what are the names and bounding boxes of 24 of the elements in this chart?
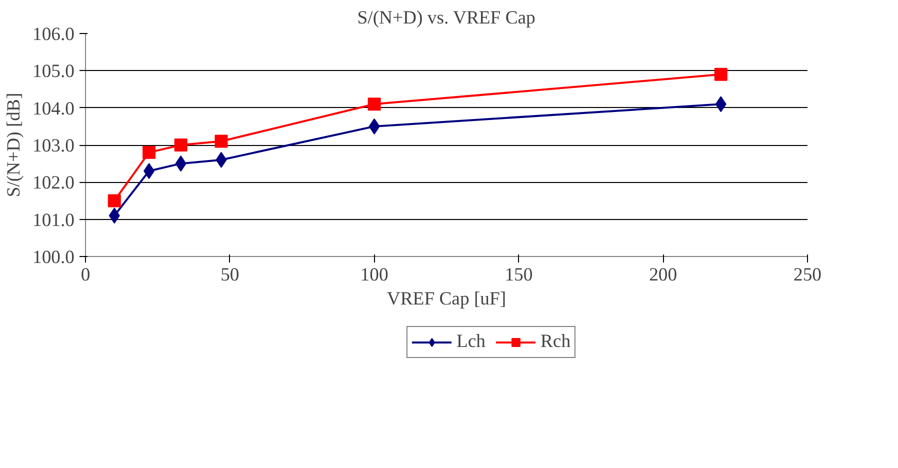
x-tick-label: 0 — [80, 264, 90, 286]
y-axis-title: S/(N+D) [dB] — [4, 92, 25, 198]
y-tick-label: 102.0 — [32, 172, 75, 194]
y-tick-label: 103.0 — [32, 136, 75, 156]
y-tick-label: 106.0 — [32, 24, 75, 45]
legend-label: Lch — [456, 331, 486, 353]
x-tick-label: 100 — [360, 264, 388, 286]
point — [108, 194, 121, 208]
x-tick-label: 50 — [220, 264, 240, 286]
point — [142, 146, 156, 159]
x-tick-label: 250 — [794, 264, 822, 286]
legend-label: Rch — [540, 331, 571, 353]
point — [714, 68, 728, 81]
y-tick-label: 100.0 — [32, 247, 75, 268]
x-tick-label: 150 — [504, 264, 533, 286]
chart-title: S/(N+D) vs. VREF Cap — [357, 8, 536, 28]
point — [174, 138, 188, 152]
point — [214, 134, 228, 148]
y-tick-label: 101.0 — [32, 210, 75, 231]
point — [368, 98, 381, 111]
y-tick-label: 104.0 — [32, 98, 75, 120]
x-axis-title: VREF Cap [uF] — [386, 288, 506, 310]
x-tick-label: 200 — [649, 264, 678, 286]
y-tick-label: 105.0 — [32, 61, 75, 82]
